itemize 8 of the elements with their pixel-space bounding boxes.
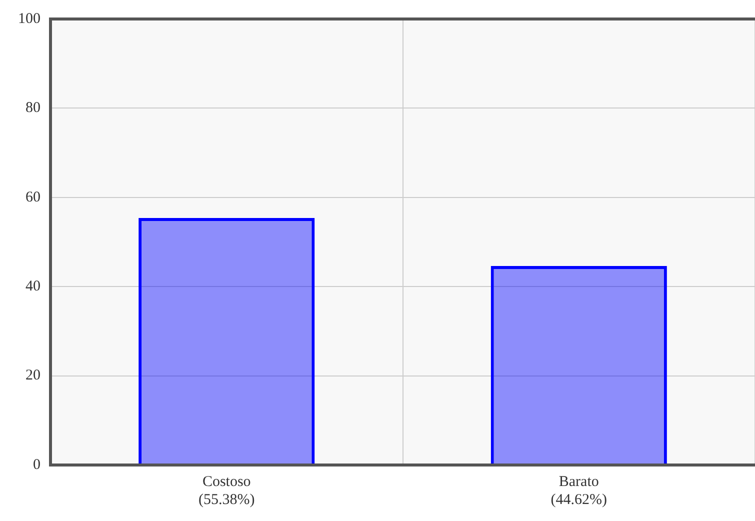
x-tick-label: Costoso (55.38%) <box>198 474 255 508</box>
y-tick-label: 60 <box>26 189 40 206</box>
y-tick-label: 20 <box>26 368 40 384</box>
y-tick-label: 0 <box>33 456 40 473</box>
y-tick-label: 80 <box>26 100 40 116</box>
x-tick-label: Barato (44.62%) <box>550 474 607 508</box>
y-tick-label: 40 <box>26 278 40 295</box>
y-tick-label: 100 <box>18 10 40 27</box>
